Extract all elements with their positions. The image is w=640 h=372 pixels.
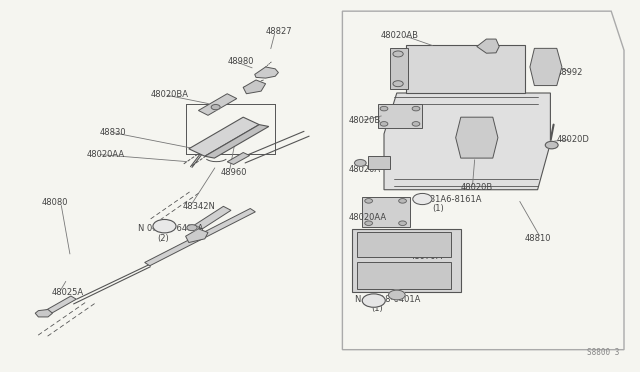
Circle shape (388, 290, 405, 300)
Text: N: N (371, 298, 377, 304)
Polygon shape (378, 104, 422, 128)
Circle shape (187, 225, 197, 231)
Circle shape (380, 106, 388, 111)
Polygon shape (227, 153, 250, 164)
Circle shape (362, 294, 385, 307)
Polygon shape (189, 117, 259, 156)
Polygon shape (357, 232, 451, 257)
Text: 48020AA: 48020AA (86, 150, 125, 159)
Polygon shape (145, 208, 255, 266)
Circle shape (365, 199, 372, 203)
Circle shape (393, 81, 403, 87)
Polygon shape (390, 48, 408, 89)
Text: 48020B: 48020B (349, 116, 381, 125)
Text: 48830: 48830 (99, 128, 126, 137)
Polygon shape (186, 229, 208, 243)
Polygon shape (243, 80, 266, 94)
Circle shape (355, 160, 366, 166)
Text: 48827: 48827 (266, 27, 292, 36)
Polygon shape (456, 117, 498, 158)
Circle shape (211, 105, 220, 110)
Polygon shape (368, 156, 390, 169)
Text: 48020BA: 48020BA (150, 90, 188, 99)
Polygon shape (477, 39, 499, 53)
Polygon shape (195, 206, 231, 229)
Text: 48070M: 48070M (410, 252, 444, 261)
Polygon shape (255, 67, 278, 78)
Text: 48020AB: 48020AB (381, 31, 419, 40)
Text: 48342N: 48342N (182, 202, 215, 211)
Polygon shape (362, 197, 410, 227)
Circle shape (412, 106, 420, 111)
Text: 48025A: 48025A (51, 288, 83, 296)
Polygon shape (198, 94, 237, 115)
Text: N: N (161, 223, 168, 229)
Text: (1): (1) (432, 204, 444, 213)
Polygon shape (406, 45, 525, 93)
Polygon shape (384, 93, 550, 190)
Text: B 081A6-8161A: B 081A6-8161A (416, 195, 481, 203)
Text: (1): (1) (371, 304, 383, 313)
Text: S8800 3: S8800 3 (587, 348, 620, 357)
Circle shape (380, 122, 388, 126)
Text: 48960: 48960 (221, 169, 247, 177)
Text: N 08918-6401A: N 08918-6401A (355, 295, 420, 304)
Polygon shape (205, 125, 269, 158)
Circle shape (399, 221, 406, 225)
Polygon shape (35, 310, 52, 317)
Text: 48810: 48810 (525, 234, 551, 243)
Polygon shape (530, 48, 562, 86)
Polygon shape (352, 229, 461, 292)
Text: B: B (420, 196, 424, 202)
Text: N 08918-6401A: N 08918-6401A (138, 224, 203, 233)
Text: (2): (2) (157, 234, 168, 243)
Text: 48992: 48992 (557, 68, 583, 77)
Text: 48980: 48980 (227, 57, 253, 66)
Text: 48020A: 48020A (349, 165, 381, 174)
Circle shape (153, 219, 176, 233)
Circle shape (399, 199, 406, 203)
Circle shape (393, 51, 403, 57)
Polygon shape (44, 296, 76, 315)
Circle shape (545, 141, 558, 149)
Circle shape (413, 193, 432, 205)
Circle shape (365, 221, 372, 225)
Text: 48020D: 48020D (557, 135, 589, 144)
Text: 48020AA: 48020AA (349, 213, 387, 222)
Text: 48080: 48080 (42, 198, 68, 207)
Circle shape (412, 122, 420, 126)
Text: 48020B: 48020B (461, 183, 493, 192)
Polygon shape (357, 262, 451, 289)
